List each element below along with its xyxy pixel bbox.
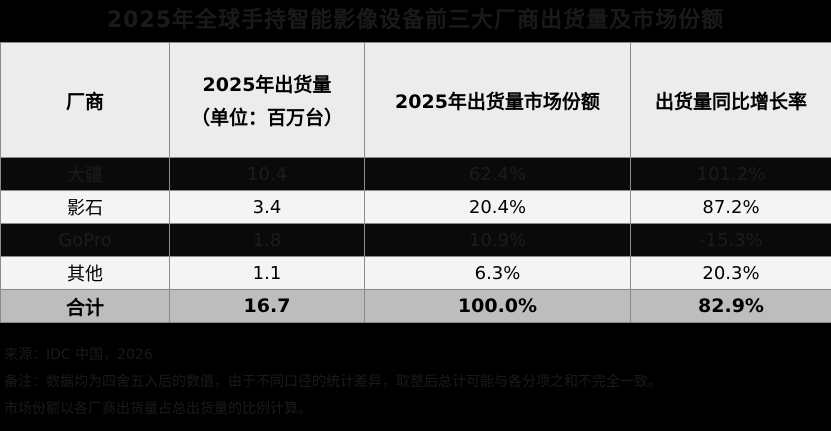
- cell-growth: 20.3%: [630, 256, 831, 290]
- total-share: 100.0%: [364, 289, 631, 323]
- cell-growth: -15.3%: [630, 223, 831, 257]
- table-row: 影石 3.4 20.4% 87.2%: [0, 190, 831, 224]
- total-label: 合计: [0, 289, 170, 323]
- cell-growth: 101.2%: [630, 157, 831, 191]
- header-shipments-line2: （单位：百万台）: [190, 107, 343, 129]
- cell-shipments: 3.4: [169, 190, 365, 224]
- cell-shipments: 10.4: [169, 157, 365, 191]
- footnote-line-1: 备注：数据均为四舍五入后的数值，由于不同口径的统计差异，取整后总计可能与各分项之…: [4, 374, 662, 390]
- total-shipments: 16.7: [169, 289, 365, 323]
- cell-vendor: GoPro: [0, 223, 170, 257]
- source-note: 来源：IDC 中国，2026: [4, 347, 153, 363]
- cell-share: 20.4%: [364, 190, 631, 224]
- table-row: 大疆 10.4 62.4% 101.2%: [0, 157, 831, 191]
- header-vendor: 厂商: [0, 42, 170, 158]
- table-row: GoPro 1.8 10.9% -15.3%: [0, 223, 831, 257]
- total-growth: 82.9%: [630, 289, 831, 323]
- table-title: 2025年全球手持智能影像设备前三大厂商出货量及市场份额: [106, 8, 725, 33]
- cell-vendor: 大疆: [0, 157, 170, 191]
- header-growth: 出货量同比增长率: [630, 42, 831, 158]
- cell-vendor: 其他: [0, 256, 170, 290]
- cell-share: 10.9%: [364, 223, 631, 257]
- shipment-table: 厂商 2025年出货量 （单位：百万台） 2025年出货量市场份额 出货量同比增…: [0, 42, 831, 323]
- header-shipments-line1: 2025年出货量: [202, 74, 332, 96]
- table-row: 其他 1.1 6.3% 20.3%: [0, 256, 831, 290]
- header-row: 厂商 2025年出货量 （单位：百万台） 2025年出货量市场份额 出货量同比增…: [0, 42, 831, 158]
- footnote-line-2: 市场份额以各厂商出货量占总出货量的比例计算。: [4, 401, 312, 417]
- cell-shipments: 1.1: [169, 256, 365, 290]
- cell-share: 6.3%: [364, 256, 631, 290]
- cell-share: 62.4%: [364, 157, 631, 191]
- header-share: 2025年出货量市场份额: [364, 42, 631, 158]
- cell-shipments: 1.8: [169, 223, 365, 257]
- total-row: 合计 16.7 100.0% 82.9%: [0, 289, 831, 323]
- cell-vendor: 影石: [0, 190, 170, 224]
- header-shipments: 2025年出货量 （单位：百万台）: [169, 42, 365, 158]
- cell-growth: 87.2%: [630, 190, 831, 224]
